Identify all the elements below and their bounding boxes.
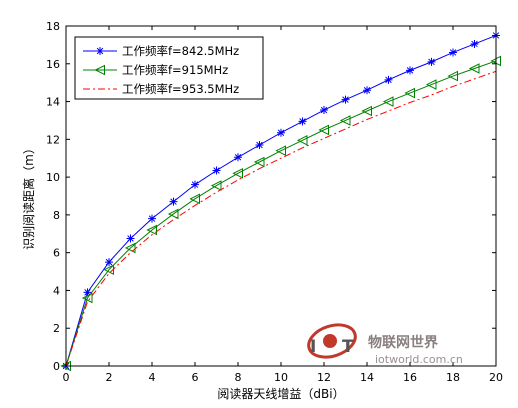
legend-entry: 工作频率f=953.5MHz <box>122 82 239 96</box>
series-point <box>298 117 307 126</box>
series-point <box>148 214 156 223</box>
watermark-brand: 物联网世界 <box>368 334 439 351</box>
series-point <box>83 288 92 297</box>
series-point <box>406 66 414 75</box>
series-point <box>382 96 394 107</box>
series-point <box>363 86 371 95</box>
series-point <box>470 39 479 48</box>
series-layer <box>60 31 501 372</box>
series-point <box>468 63 480 74</box>
series-line <box>65 60 497 367</box>
series-point <box>191 180 199 189</box>
watermark: I T 物联网世界 iotworld.com.cn <box>307 323 463 366</box>
series-point <box>169 197 178 206</box>
series-point <box>124 242 136 254</box>
y-tick-label: 10 <box>46 171 60 184</box>
watermark-url: iotworld.com.cn <box>375 353 463 366</box>
series-point <box>189 193 200 205</box>
series-point <box>81 292 93 304</box>
legend: 工作频率f=842.5MHz 工作频率f=915MHz 工作频率f=953.5MHz <box>74 36 264 100</box>
x-axis-label: 阅读器天线增益（dBi） <box>217 387 344 401</box>
series-3 <box>65 70 497 367</box>
series-point <box>146 224 157 236</box>
axis-ticks: 0 2 4 6 8 10 12 14 16 18 20 0 2 4 6 8 10 12 14 16 18 <box>46 20 503 384</box>
series-point <box>449 48 457 57</box>
series-point <box>404 87 415 99</box>
y-tick-label: 8 <box>53 209 60 222</box>
y-tick-label: 6 <box>53 247 60 260</box>
legend-marker <box>96 47 104 55</box>
x-tick-label: 18 <box>446 371 460 384</box>
series-point <box>277 128 285 137</box>
x-tick-label: 16 <box>403 371 417 384</box>
x-tick-label: 20 <box>489 371 503 384</box>
series-point <box>318 124 329 136</box>
series-point <box>212 166 221 175</box>
x-tick-label: 10 <box>274 371 288 384</box>
x-tick-label: 6 <box>192 371 199 384</box>
legend-entry: 工作频率f=915MHz <box>122 63 228 77</box>
y-tick-label: 18 <box>46 20 60 33</box>
series-point <box>234 153 242 162</box>
series-point <box>210 180 222 191</box>
series-point <box>167 208 179 220</box>
series-point <box>384 75 393 84</box>
series-2 <box>60 55 501 372</box>
series-point <box>341 95 350 104</box>
series-point <box>253 156 265 168</box>
x-tick-label: 4 <box>149 371 156 384</box>
series-point <box>427 57 436 66</box>
series-1 <box>62 31 500 370</box>
legend-box <box>74 36 264 100</box>
series-point <box>105 258 113 267</box>
series-point <box>255 141 264 149</box>
series-point <box>447 70 458 82</box>
y-tick-label: 12 <box>46 133 60 146</box>
series-point <box>425 79 437 90</box>
x-tick-label: 14 <box>360 371 374 384</box>
series-line <box>65 70 497 367</box>
y-tick-label: 2 <box>53 322 60 335</box>
legend-marker <box>94 64 105 76</box>
legend-entry: 工作频率f=842.5MHz <box>122 44 239 58</box>
svg-text:T: T <box>342 337 354 357</box>
y-tick-label: 4 <box>53 284 60 297</box>
series-point <box>232 168 243 179</box>
svg-text:I: I <box>310 337 316 357</box>
series-point <box>320 106 328 115</box>
x-tick-label: 8 <box>235 371 242 384</box>
x-tick-label: 0 <box>63 371 70 384</box>
series-point <box>339 115 351 126</box>
y-tick-label: 0 <box>53 360 60 373</box>
y-axis-label: 识别阅读距离（m） <box>21 142 36 250</box>
series-point <box>275 145 286 156</box>
y-tick-label: 14 <box>46 96 60 109</box>
series-point <box>126 234 135 243</box>
series-point <box>361 105 372 117</box>
iot-logo-icon: I T <box>307 323 357 359</box>
y-tick-label: 16 <box>46 58 60 71</box>
x-tick-label: 12 <box>317 371 331 384</box>
series-point <box>296 134 308 146</box>
x-tick-label: 2 <box>106 371 113 384</box>
